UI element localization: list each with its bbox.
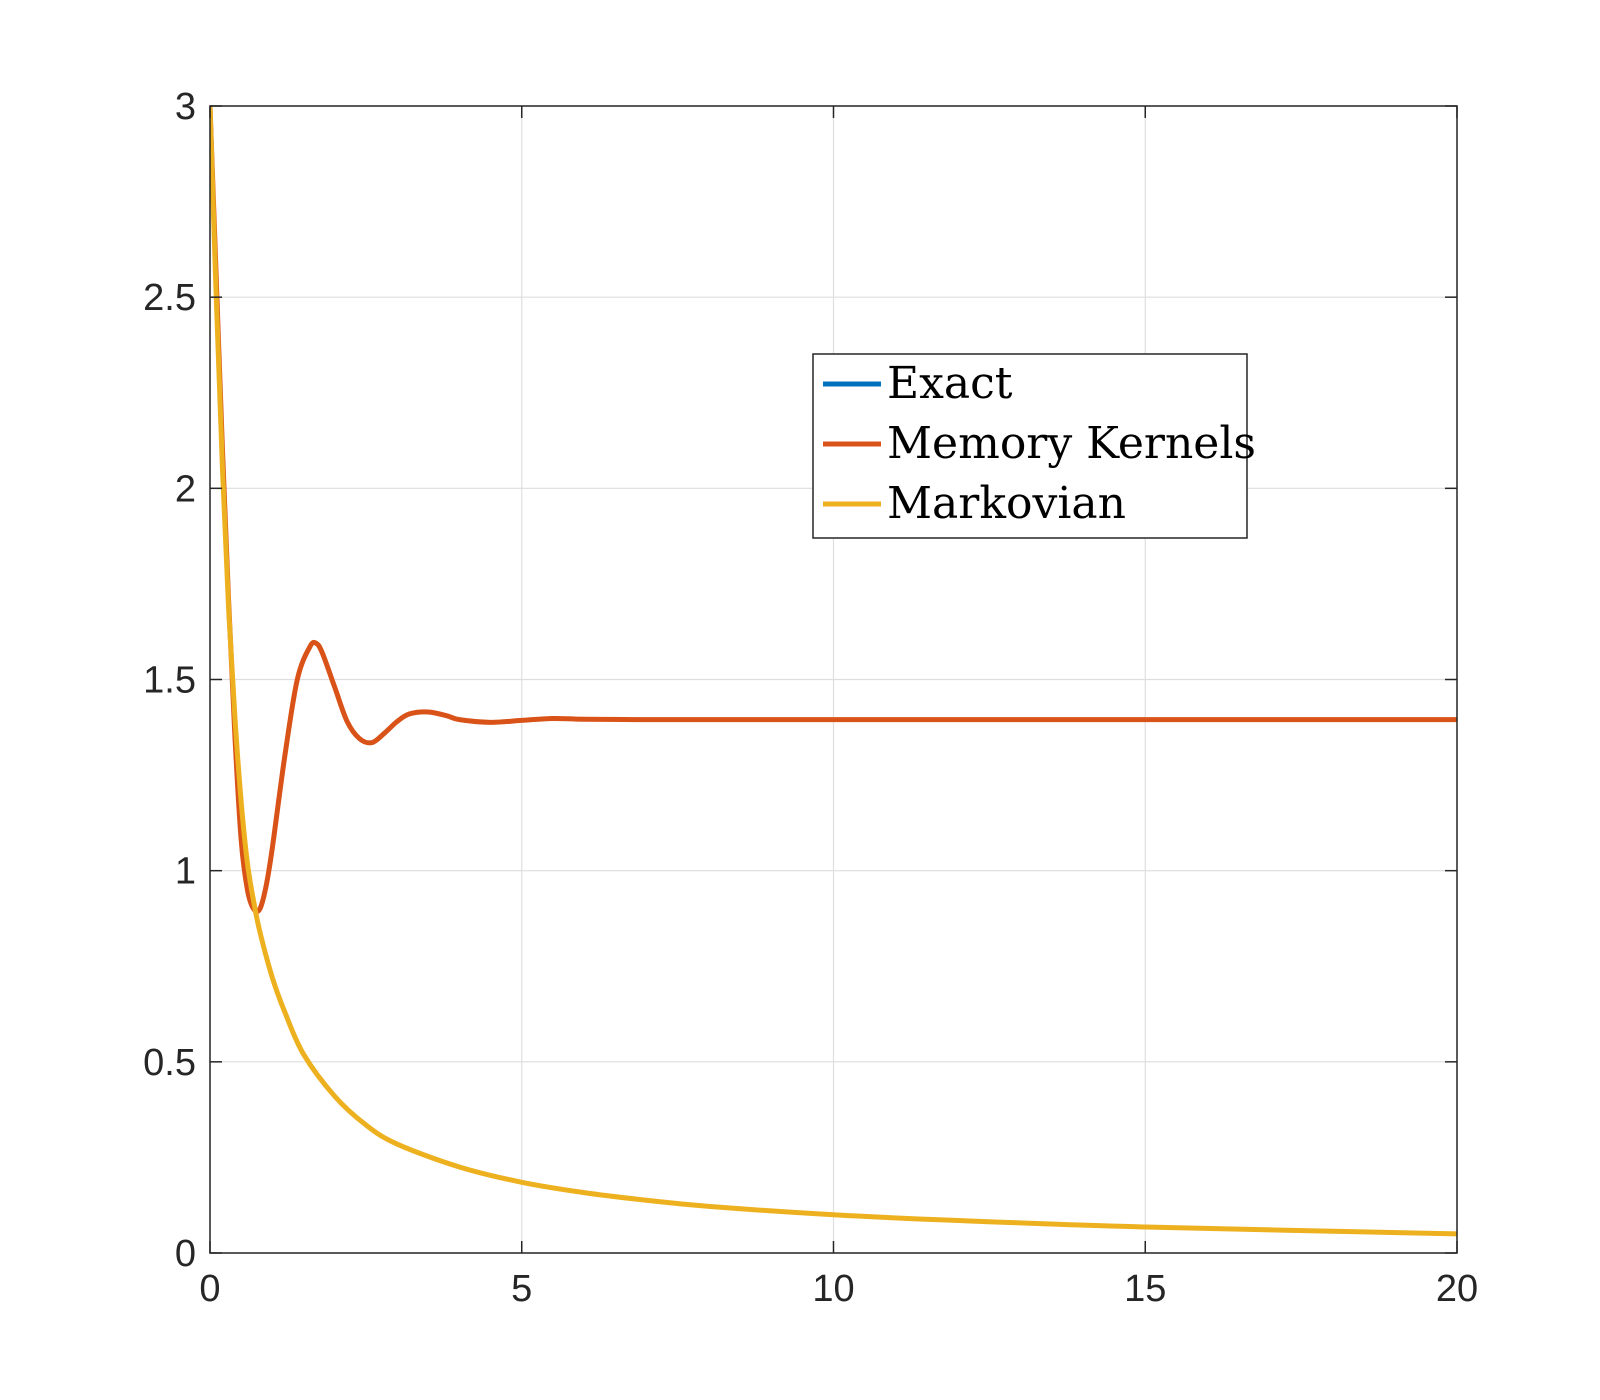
legend: Exact Memory Kernels Markovian — [812, 353, 1256, 539]
x-tick-label: 0 — [199, 1268, 220, 1310]
y-tick-label: 2 — [175, 468, 196, 510]
y-tick-label: 0.5 — [143, 1042, 196, 1084]
legend-box — [812, 353, 1248, 539]
legend-label: Markovian — [887, 478, 1126, 529]
y-tick-label: 1.5 — [143, 660, 196, 702]
y-tick-label: 1 — [175, 851, 196, 893]
legend-label: Memory Kernels — [887, 418, 1256, 469]
y-tick-label: 0 — [175, 1233, 196, 1275]
y-tick-label: 3 — [175, 86, 196, 128]
x-tick-label: 20 — [1436, 1268, 1478, 1310]
series-line-markovian — [210, 106, 1457, 1237]
legend-label: Exact — [887, 358, 1013, 409]
x-tick-label: 10 — [812, 1268, 854, 1310]
y-tick-label: 2.5 — [143, 277, 196, 319]
series-layer — [210, 106, 1457, 1237]
tick-labels: 0 5 10 15 20 0 0.5 1 1.5 2 2.5 3 — [143, 86, 1478, 1310]
axis-ticks — [209, 105, 1458, 1254]
x-tick-label: 5 — [511, 1268, 532, 1310]
x-tick-label: 15 — [1124, 1268, 1166, 1310]
